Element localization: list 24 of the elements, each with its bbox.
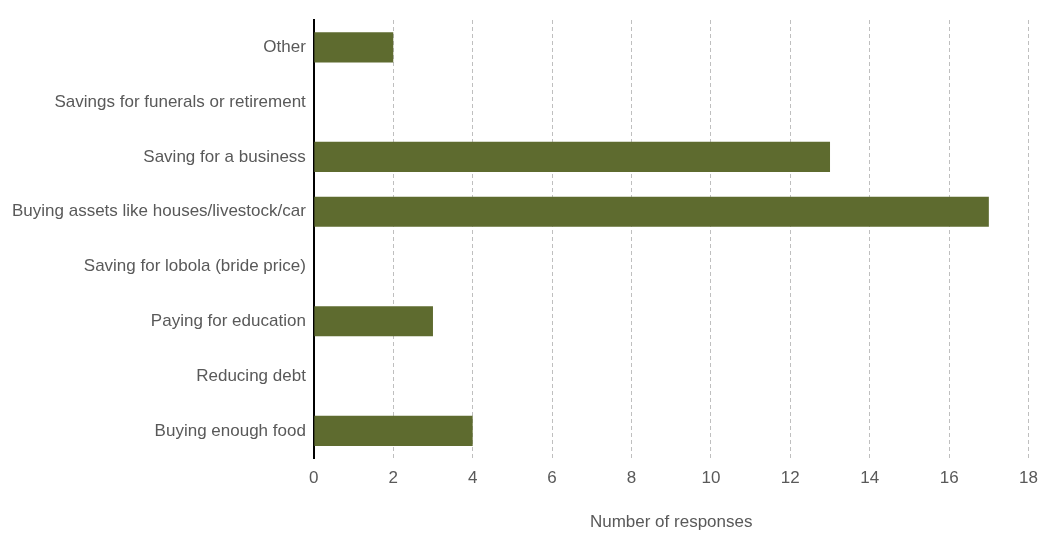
x-tick-label: 12 bbox=[780, 468, 800, 488]
y-tick-label: Reducing debt bbox=[196, 365, 307, 385]
x-tick-label: 14 bbox=[860, 468, 880, 488]
y-tick-label: Other bbox=[263, 37, 307, 57]
bar bbox=[314, 415, 473, 446]
x-tick-label: 8 bbox=[626, 468, 637, 488]
x-tick-label: 0 bbox=[309, 468, 319, 488]
x-tick-label: 18 bbox=[1019, 468, 1039, 488]
x-tick-label: 2 bbox=[388, 468, 398, 488]
bar bbox=[314, 32, 394, 63]
bar bbox=[314, 306, 433, 337]
y-tick-label: Buying enough food bbox=[154, 420, 306, 440]
bar bbox=[314, 196, 989, 227]
x-axis-title: Number of responses bbox=[589, 512, 753, 532]
y-tick-label: Saving for a business bbox=[143, 146, 306, 166]
y-tick-label: Savings for funerals or retirement bbox=[54, 91, 307, 111]
x-tick-label: 6 bbox=[547, 468, 557, 488]
x-tick-label: 10 bbox=[701, 468, 721, 488]
x-tick-label: 4 bbox=[467, 468, 478, 488]
bar bbox=[314, 141, 831, 172]
y-tick-label: Buying assets like houses/livestock/car bbox=[12, 201, 307, 221]
y-tick-label: Paying for education bbox=[150, 310, 306, 330]
x-tick-label: 16 bbox=[939, 468, 959, 488]
y-tick-label: Saving for lobola (bride price) bbox=[83, 256, 306, 276]
